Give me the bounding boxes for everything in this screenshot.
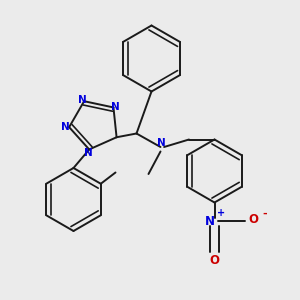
Text: -: - bbox=[262, 209, 267, 219]
Text: +: + bbox=[217, 208, 225, 218]
Text: N: N bbox=[61, 122, 70, 132]
Text: O: O bbox=[209, 254, 220, 267]
Text: N: N bbox=[78, 95, 86, 105]
Text: N: N bbox=[157, 138, 166, 148]
Text: N: N bbox=[84, 148, 92, 158]
Text: O: O bbox=[248, 213, 258, 226]
Text: N: N bbox=[111, 101, 120, 112]
Text: N: N bbox=[205, 214, 215, 228]
